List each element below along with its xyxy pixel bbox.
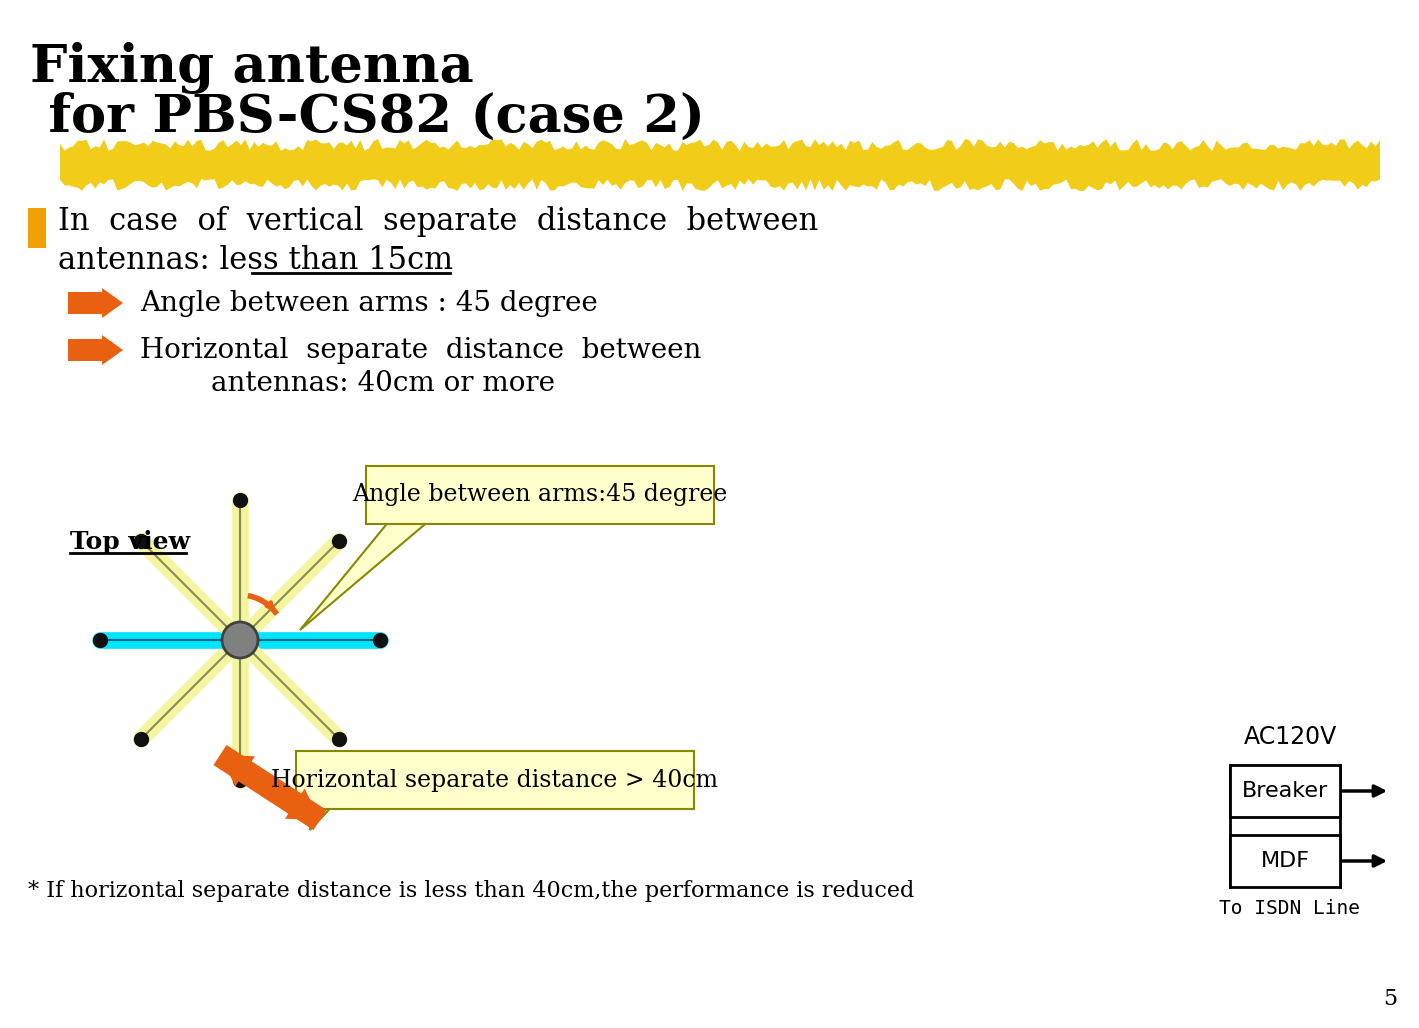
Text: 5: 5 xyxy=(1384,988,1398,1009)
Text: AC120V: AC120V xyxy=(1243,725,1337,749)
FancyBboxPatch shape xyxy=(68,292,104,314)
Text: Fixing antenna: Fixing antenna xyxy=(30,42,474,94)
Polygon shape xyxy=(220,755,255,786)
Text: To ISDN Line: To ISDN Line xyxy=(1219,900,1361,918)
Text: Angle between arms:45 degree: Angle between arms:45 degree xyxy=(352,483,728,507)
Polygon shape xyxy=(102,288,123,318)
Polygon shape xyxy=(285,788,321,820)
Text: Breaker: Breaker xyxy=(1242,781,1328,801)
Text: MDF: MDF xyxy=(1260,851,1310,871)
FancyBboxPatch shape xyxy=(1230,835,1340,887)
Text: In  case  of  vertical  separate  distance  between: In case of vertical separate distance be… xyxy=(58,206,819,237)
Text: Horizontal  separate  distance  between: Horizontal separate distance between xyxy=(140,337,701,364)
Polygon shape xyxy=(60,139,1381,191)
FancyBboxPatch shape xyxy=(297,751,694,809)
Text: antennas: 40cm or more: antennas: 40cm or more xyxy=(140,370,555,397)
FancyBboxPatch shape xyxy=(1230,765,1340,817)
Text: Top view: Top view xyxy=(70,530,190,554)
Polygon shape xyxy=(299,520,430,630)
Polygon shape xyxy=(309,755,380,830)
Polygon shape xyxy=(102,335,123,365)
Circle shape xyxy=(221,622,258,658)
FancyBboxPatch shape xyxy=(28,208,45,248)
Text: for PBS-CS82 (case 2): for PBS-CS82 (case 2) xyxy=(30,91,705,143)
Text: * If horizontal separate distance is less than 40cm,the performance is reduced: * If horizontal separate distance is les… xyxy=(28,880,914,902)
Polygon shape xyxy=(213,745,326,830)
Text: antennas: less than 15cm: antennas: less than 15cm xyxy=(58,245,453,276)
FancyBboxPatch shape xyxy=(366,466,714,524)
FancyBboxPatch shape xyxy=(68,339,104,361)
Text: Horizontal separate distance > 40cm: Horizontal separate distance > 40cm xyxy=(271,769,718,792)
Text: Angle between arms : 45 degree: Angle between arms : 45 degree xyxy=(140,290,597,317)
